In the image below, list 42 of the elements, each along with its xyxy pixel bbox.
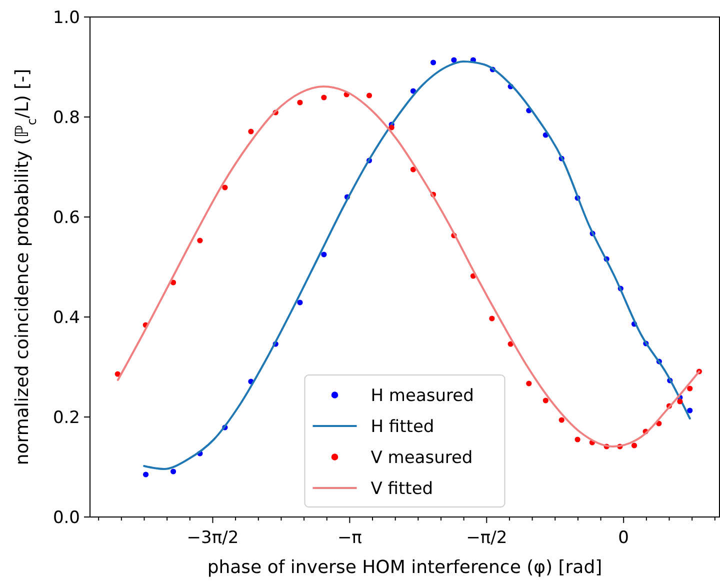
point — [170, 280, 176, 286]
x-tick-label: −π/2 — [466, 528, 508, 548]
legend-label: H fitted — [370, 417, 434, 437]
x-tick-label: −3π/2 — [186, 528, 239, 548]
point — [114, 371, 120, 377]
y-tick-label: 0.2 — [52, 408, 80, 428]
point — [558, 417, 564, 423]
point — [526, 380, 532, 386]
point — [143, 472, 149, 478]
point — [430, 60, 436, 66]
point — [321, 94, 327, 100]
point — [248, 128, 254, 134]
point — [297, 100, 303, 106]
point — [489, 316, 495, 322]
point — [170, 468, 176, 474]
point — [451, 57, 457, 63]
point — [542, 398, 548, 404]
y-tick-label: 0.0 — [52, 508, 80, 528]
legend-label: V fitted — [370, 479, 434, 499]
point — [631, 442, 638, 448]
point — [574, 436, 580, 442]
point — [410, 88, 416, 94]
point — [321, 252, 327, 258]
point — [366, 92, 372, 98]
line-series — [143, 60, 691, 470]
x-tick-label: −π — [337, 528, 362, 548]
y-tick-label: 0.4 — [52, 308, 80, 328]
x-tick-label: 0 — [618, 528, 630, 548]
line-series — [116, 86, 700, 448]
point — [222, 184, 228, 190]
y-tick-label: 0.8 — [52, 108, 80, 128]
point — [687, 408, 693, 414]
legend-label: H measured — [370, 386, 474, 406]
point — [677, 398, 683, 404]
x-axis-title: phase of inverse HOM interference (φ) [rad] — [207, 557, 602, 578]
point — [197, 238, 203, 244]
point — [297, 300, 303, 306]
legend-label: V measured — [370, 448, 473, 468]
y-tick-label: 1.0 — [52, 8, 80, 28]
point — [687, 386, 693, 392]
y-tick-label: 0.6 — [52, 208, 80, 228]
point — [410, 166, 416, 172]
